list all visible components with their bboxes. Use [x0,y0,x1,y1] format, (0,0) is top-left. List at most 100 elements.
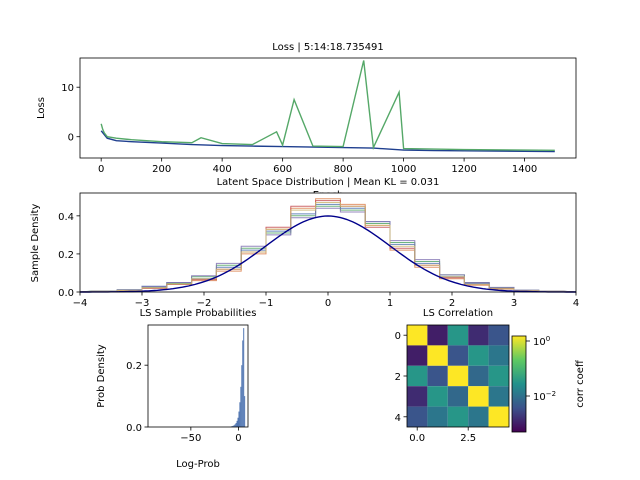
heatmap-cell [488,386,509,407]
loss-y-ticks: 0 10 [61,83,80,144]
correlation-x-tick-label: 0.0 [409,433,425,444]
latent-x-tick-label: −4 [73,298,88,309]
logprob-panel: −50 0 0.0 0.2 LS Sample Probabilities Log-… [96,308,256,470]
latent-y-tick-label: 0.0 [58,288,74,299]
latent-x-tick-label: −3 [135,298,150,309]
latent-x-ticks: −4 −3 −2 −1 0 1 2 3 4 [73,292,579,309]
loss-x-tick-label: 600 [273,164,292,175]
loss-x-tick-label: 1000 [391,164,416,175]
logprob-title: LS Sample Probabilities [140,308,257,319]
logprob-x-tick-label: −50 [180,433,201,444]
loss-x-tick-label: 1400 [512,164,537,175]
correlation-heatmap-cells [407,325,509,427]
heatmap-cell [427,325,448,346]
loss-panel: Loss | 5:14:18.735491 0 200 400 600 800 1000 1… [36,42,577,201]
heatmap-cell [447,386,469,407]
loss-series-line-1 [100,60,555,151]
latent-y-tick-label: 0.2 [58,250,74,261]
heatmap-cell [468,325,489,346]
heatmap-cell [488,325,509,346]
logprob-y-tick-label: 0.0 [126,423,142,434]
heatmap-cell [447,365,469,387]
logprob-ylabel: Prob Density [96,344,107,407]
logprob-bar [237,417,239,427]
logprob-y-tick-label: 0.2 [126,361,142,372]
heatmap-cell [427,345,448,366]
correlation-y-ticks: 0 2 4 [395,331,407,424]
colorbar-label: corr coeff [575,359,586,408]
heatmap-cell [488,406,509,427]
heatmap-cell [407,365,428,387]
logprob-bar [244,396,246,427]
heatmap-cell [488,345,509,366]
heatmap-cell [468,386,489,407]
logprob-axes-frame [147,324,249,428]
correlation-title: LS Correlation [423,308,493,319]
logprob-bar [241,365,243,427]
loss-x-tick-label: 0 [98,164,104,175]
logprob-bar [240,386,242,427]
loss-lines [100,60,555,153]
heatmap-cell [427,386,448,407]
latent-x-tick-label: 1 [387,298,393,309]
logprob-bar [235,422,237,427]
colorbar-tick-mid: 10−2 [533,390,556,403]
logprob-bar [238,411,240,427]
heatmap-cell [488,365,509,387]
heatmap-cell [427,406,448,427]
logprob-bar [236,420,238,427]
loss-x-tick-label: 1200 [451,164,476,175]
heatmap-cell [407,345,428,366]
latent-y-ticks: 0.0 0.2 0.4 [58,212,80,299]
heatmap-cell [407,325,428,346]
latent-x-tick-label: 0 [325,298,331,309]
latent-x-tick-label: 3 [511,298,517,309]
latent-title: Latent Space Distribution | Mean KL = 0.… [217,177,440,188]
heatmap-cell [468,365,489,387]
logprob-histogram-bars [230,328,246,427]
correlation-panel: 0.0 2.5 0 2 4 LS Correlation 100 10−2 corr … [395,308,586,444]
logprob-bar [242,340,244,427]
logprob-bar [234,424,236,427]
colorbar-ticks: 100 10−2 [526,335,556,403]
latent-axes-bg [80,193,576,292]
logprob-xlabel: Log-Prob [176,459,220,470]
loss-x-tick-label: 200 [152,164,171,175]
heatmap-cell [468,345,489,366]
correlation-y-tick-label: 0 [395,331,401,342]
correlation-x-tick-label: 2.5 [460,433,476,444]
heatmap-cell [407,406,428,427]
loss-title: Loss | 5:14:18.735491 [272,42,384,53]
loss-x-tick-label: 400 [213,164,232,175]
logprob-bar [231,426,233,427]
correlation-y-tick-label: 4 [395,413,401,424]
loss-y-tick-label: 10 [61,83,74,94]
logprob-bar [243,328,245,427]
loss-x-ticks: 0 200 400 600 800 1000 1200 1400 [98,158,537,175]
correlation-x-ticks: 0.0 2.5 [409,427,476,444]
heatmap-cell [427,365,448,387]
latent-x-tick-label: −1 [259,298,274,309]
correlation-y-tick-label: 2 [395,372,401,383]
logprob-bar [239,402,241,427]
colorbar-tick-top: 100 [533,335,550,348]
latent-ylabel: Sample Density [30,204,41,283]
loss-series-line-0 [100,130,555,153]
heatmap-cell [447,325,469,346]
logprob-x-ticks: −50 0 [180,427,242,444]
loss-x-tick-label: 800 [334,164,353,175]
latent-x-tick-label: −2 [197,298,212,309]
latent-panel: −4 −3 −2 −1 0 1 2 3 4 0.0 0.2 0.4 Latent Space Dis… [30,177,579,309]
colorbar [511,335,527,433]
normal-reference-curve [80,215,576,293]
logprob-bar [233,425,235,427]
heatmap-cell [468,406,489,427]
heatmap-cell [447,345,469,366]
latent-step-histograms [79,198,577,293]
latent-x-tick-label: 2 [449,298,455,309]
heatmap-cell [447,406,469,427]
loss-ylabel: Loss [36,97,47,119]
heatmap-cell [407,386,428,407]
loss-y-tick-label: 0 [68,133,74,144]
